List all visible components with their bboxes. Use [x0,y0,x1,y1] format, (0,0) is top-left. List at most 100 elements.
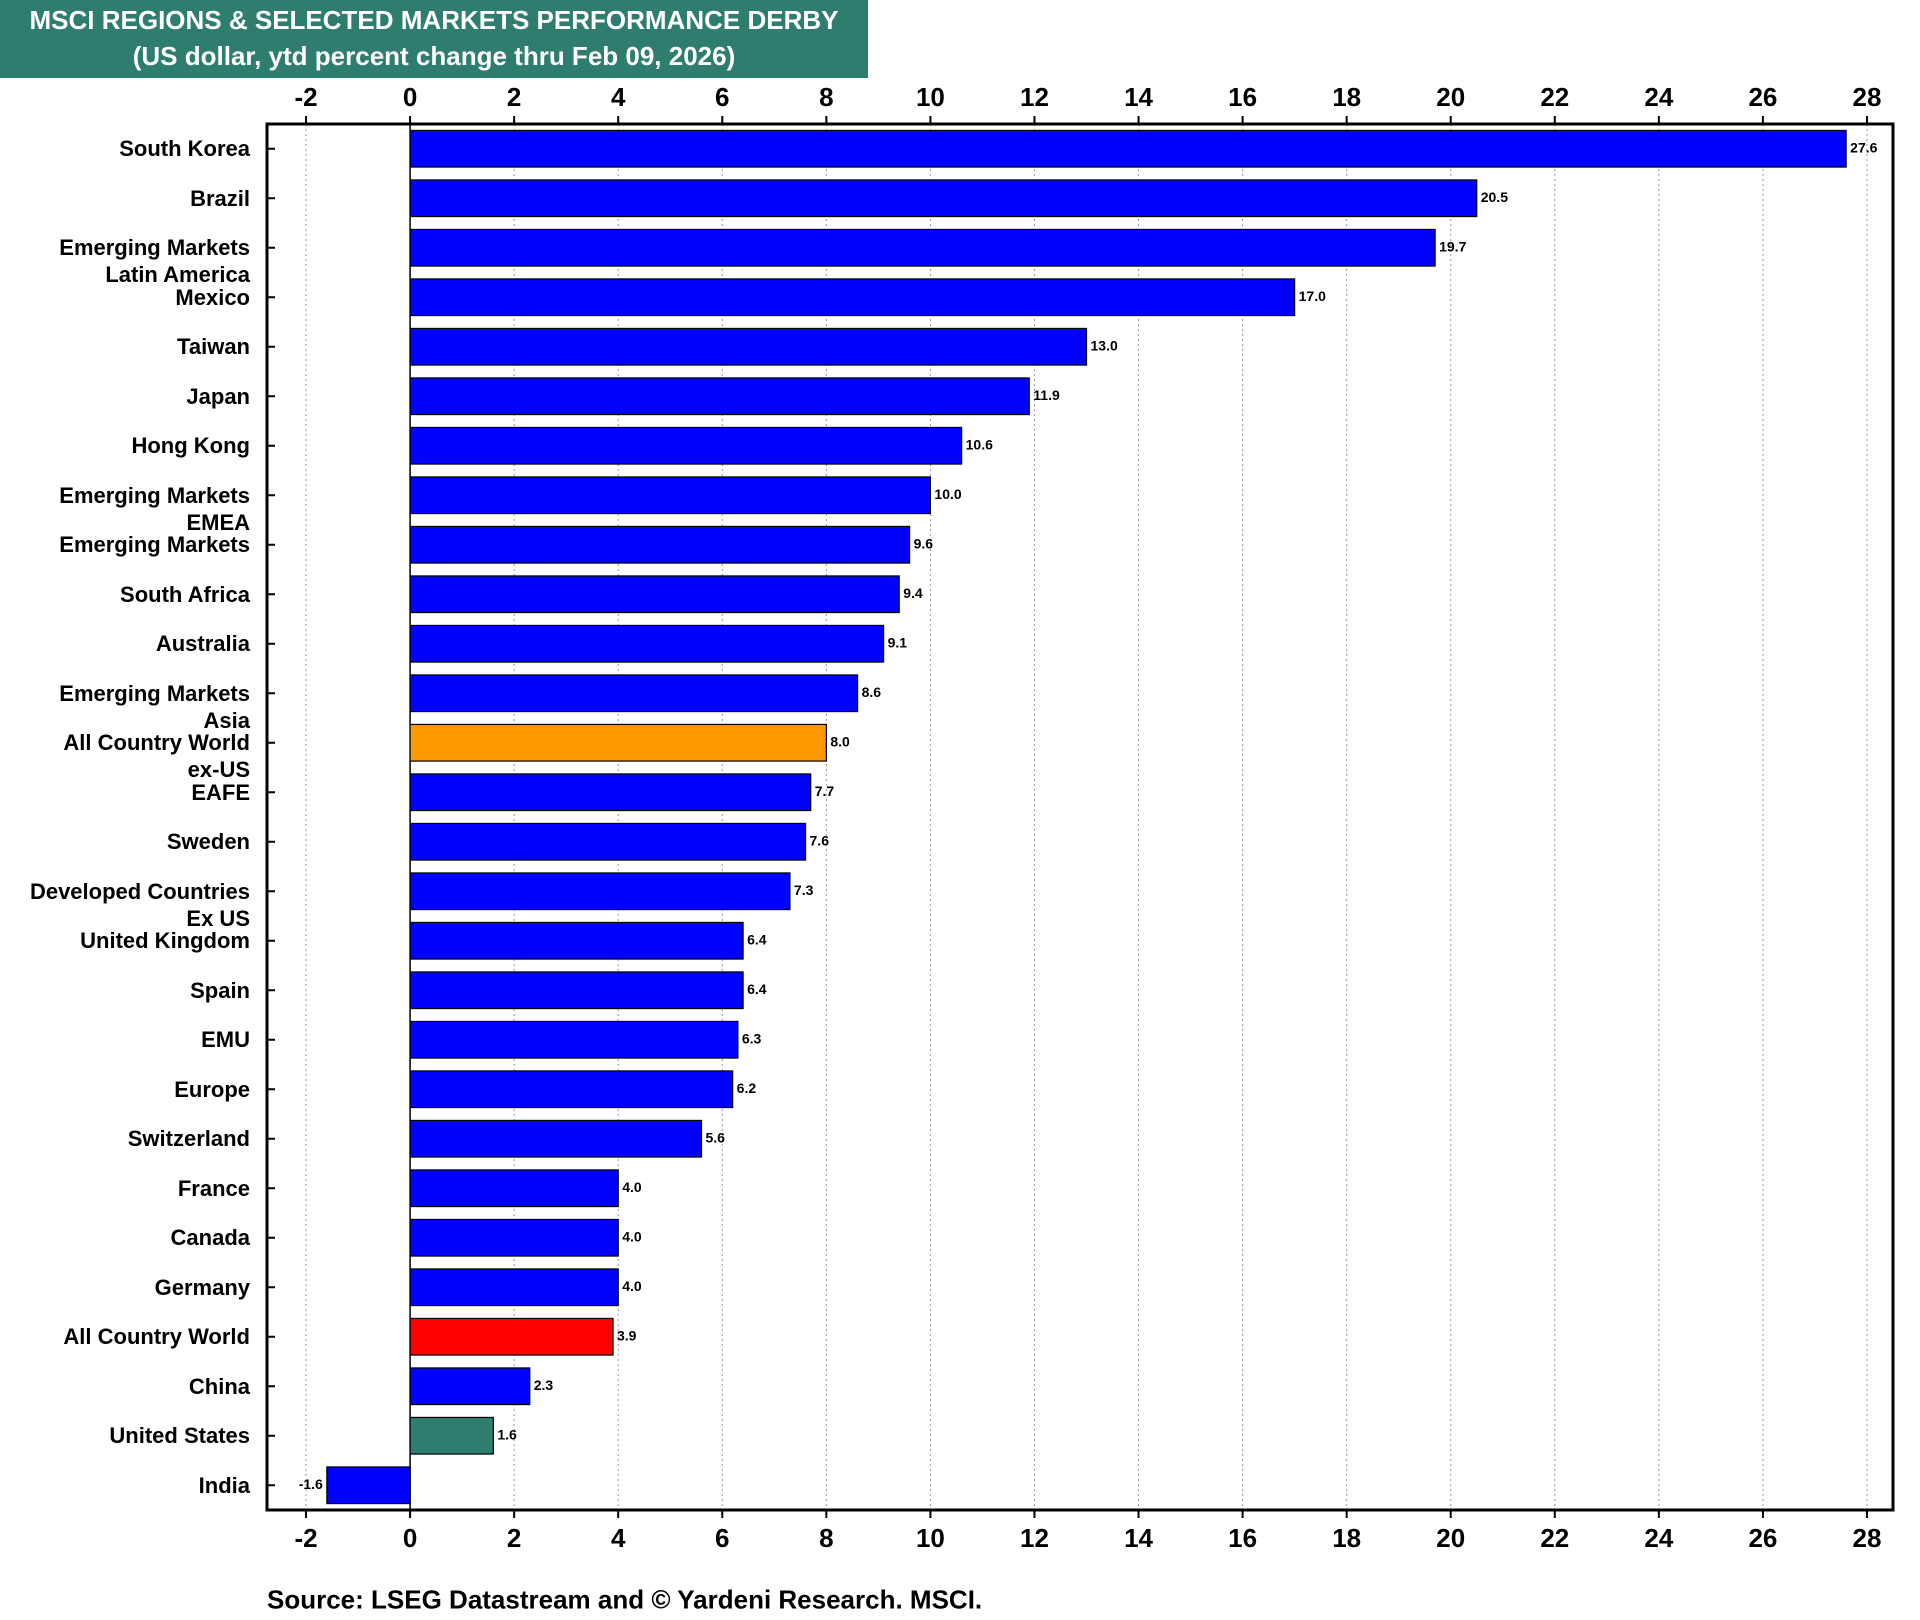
x-tick-label: 22 [1540,1523,1569,1553]
value-label: 7.7 [815,783,835,799]
bar [409,426,963,465]
x-tick-label: 10 [916,82,945,112]
value-label: -1.6 [299,1476,323,1492]
bar [409,921,744,960]
x-tick-label: 0 [403,82,417,112]
x-tick-label: 8 [819,82,833,112]
category-label: France [177,1175,250,1201]
category-label: Emerging Markets Asia [59,680,250,733]
category-label: India [198,1472,250,1498]
x-tick-label: 14 [1124,1523,1153,1553]
value-label: 11.9 [1033,387,1060,403]
bar [409,377,1030,416]
bar [409,971,744,1010]
bar [409,773,812,812]
category-label: Emerging Markets Latin America [59,235,250,288]
x-tick-label: 2 [507,82,521,112]
category-label: Mexico [175,284,250,310]
x-tick-label: 18 [1332,82,1361,112]
value-label: 6.4 [747,981,767,997]
category-label: Japan [186,383,250,409]
x-tick-label: 4 [611,82,626,112]
category-label: Emerging Markets EMEA [59,482,250,535]
category-label: United Kingdom [80,928,250,954]
x-tick-label: 24 [1644,82,1673,112]
category-label: Canada [170,1225,250,1251]
value-label: 27.6 [1850,139,1877,155]
x-tick-label: -2 [294,1523,317,1553]
category-label: EAFE [191,779,250,805]
x-tick-label: 2 [507,1523,521,1553]
value-label: 9.4 [903,585,923,601]
x-tick-label: 28 [1853,82,1882,112]
value-label: 5.6 [705,1129,725,1145]
x-tick-label: 26 [1748,82,1777,112]
x-tick-label: 6 [715,82,729,112]
x-tick-label: 0 [403,1523,417,1553]
bar [409,1268,619,1307]
bar [409,129,1847,168]
bar [409,872,791,911]
category-label: Germany [154,1274,250,1300]
x-tick-label: 24 [1644,1523,1673,1553]
bar [409,228,1436,267]
category-label: All Country World ex-US [63,730,250,783]
bar [409,476,932,515]
value-label: 7.6 [810,832,830,848]
x-tick-label: 28 [1853,1523,1882,1553]
bar [409,674,859,713]
value-label: 17.0 [1299,288,1326,304]
x-tick-label: -2 [294,82,317,112]
x-tick-label: 18 [1332,1523,1361,1553]
value-label: 13.0 [1091,337,1118,353]
bar [409,723,827,762]
category-label: Spain [190,977,250,1003]
category-label: Brazil [190,185,250,211]
value-label: 20.5 [1481,189,1508,205]
category-label: All Country World [63,1324,250,1350]
x-tick-label: 12 [1020,82,1049,112]
value-label: 10.6 [966,436,993,452]
chart-title: MSCI REGIONS & SELECTED MARKETS PERFORMA… [29,5,839,35]
category-label: EMU [201,1027,250,1053]
value-label: 4.0 [622,1278,642,1294]
value-label: 19.7 [1439,238,1466,254]
category-label: United States [109,1423,250,1449]
bar [409,179,1478,218]
bar [326,1466,411,1505]
category-label: Developed Countries Ex US [29,878,250,931]
x-tick-label: 10 [916,1523,945,1553]
bar [409,1416,494,1455]
bar [409,1119,703,1158]
x-tick-label: 12 [1020,1523,1049,1553]
value-label: 9.6 [914,535,934,551]
x-tick-label: 8 [819,1523,833,1553]
value-label: 3.9 [617,1327,637,1343]
bar [409,1020,739,1059]
category-label: South Africa [120,581,250,607]
chart-subtitle: (US dollar, ytd percent change thru Feb … [132,41,736,71]
value-label: 4.0 [622,1228,642,1244]
bar [409,575,900,614]
x-tick-label: 20 [1436,1523,1465,1553]
bar [409,525,911,564]
value-label: 8.6 [862,684,882,700]
bar [409,624,885,663]
source-note: Source: LSEG Datastream and © Yardeni Re… [267,1584,983,1615]
bar [409,278,1296,317]
x-tick-label: 4 [611,1523,626,1553]
category-label: Emerging Markets [59,532,250,558]
bar [409,1317,614,1356]
x-tick-label: 14 [1124,82,1153,112]
category-label: Europe [174,1076,250,1102]
category-label: China [188,1373,250,1399]
category-label: Taiwan [177,334,250,360]
value-label: 6.2 [737,1080,757,1096]
bar [409,1169,619,1208]
bar [409,1367,531,1406]
bar [409,822,807,861]
x-tick-label: 22 [1540,82,1569,112]
bar [409,1070,734,1109]
